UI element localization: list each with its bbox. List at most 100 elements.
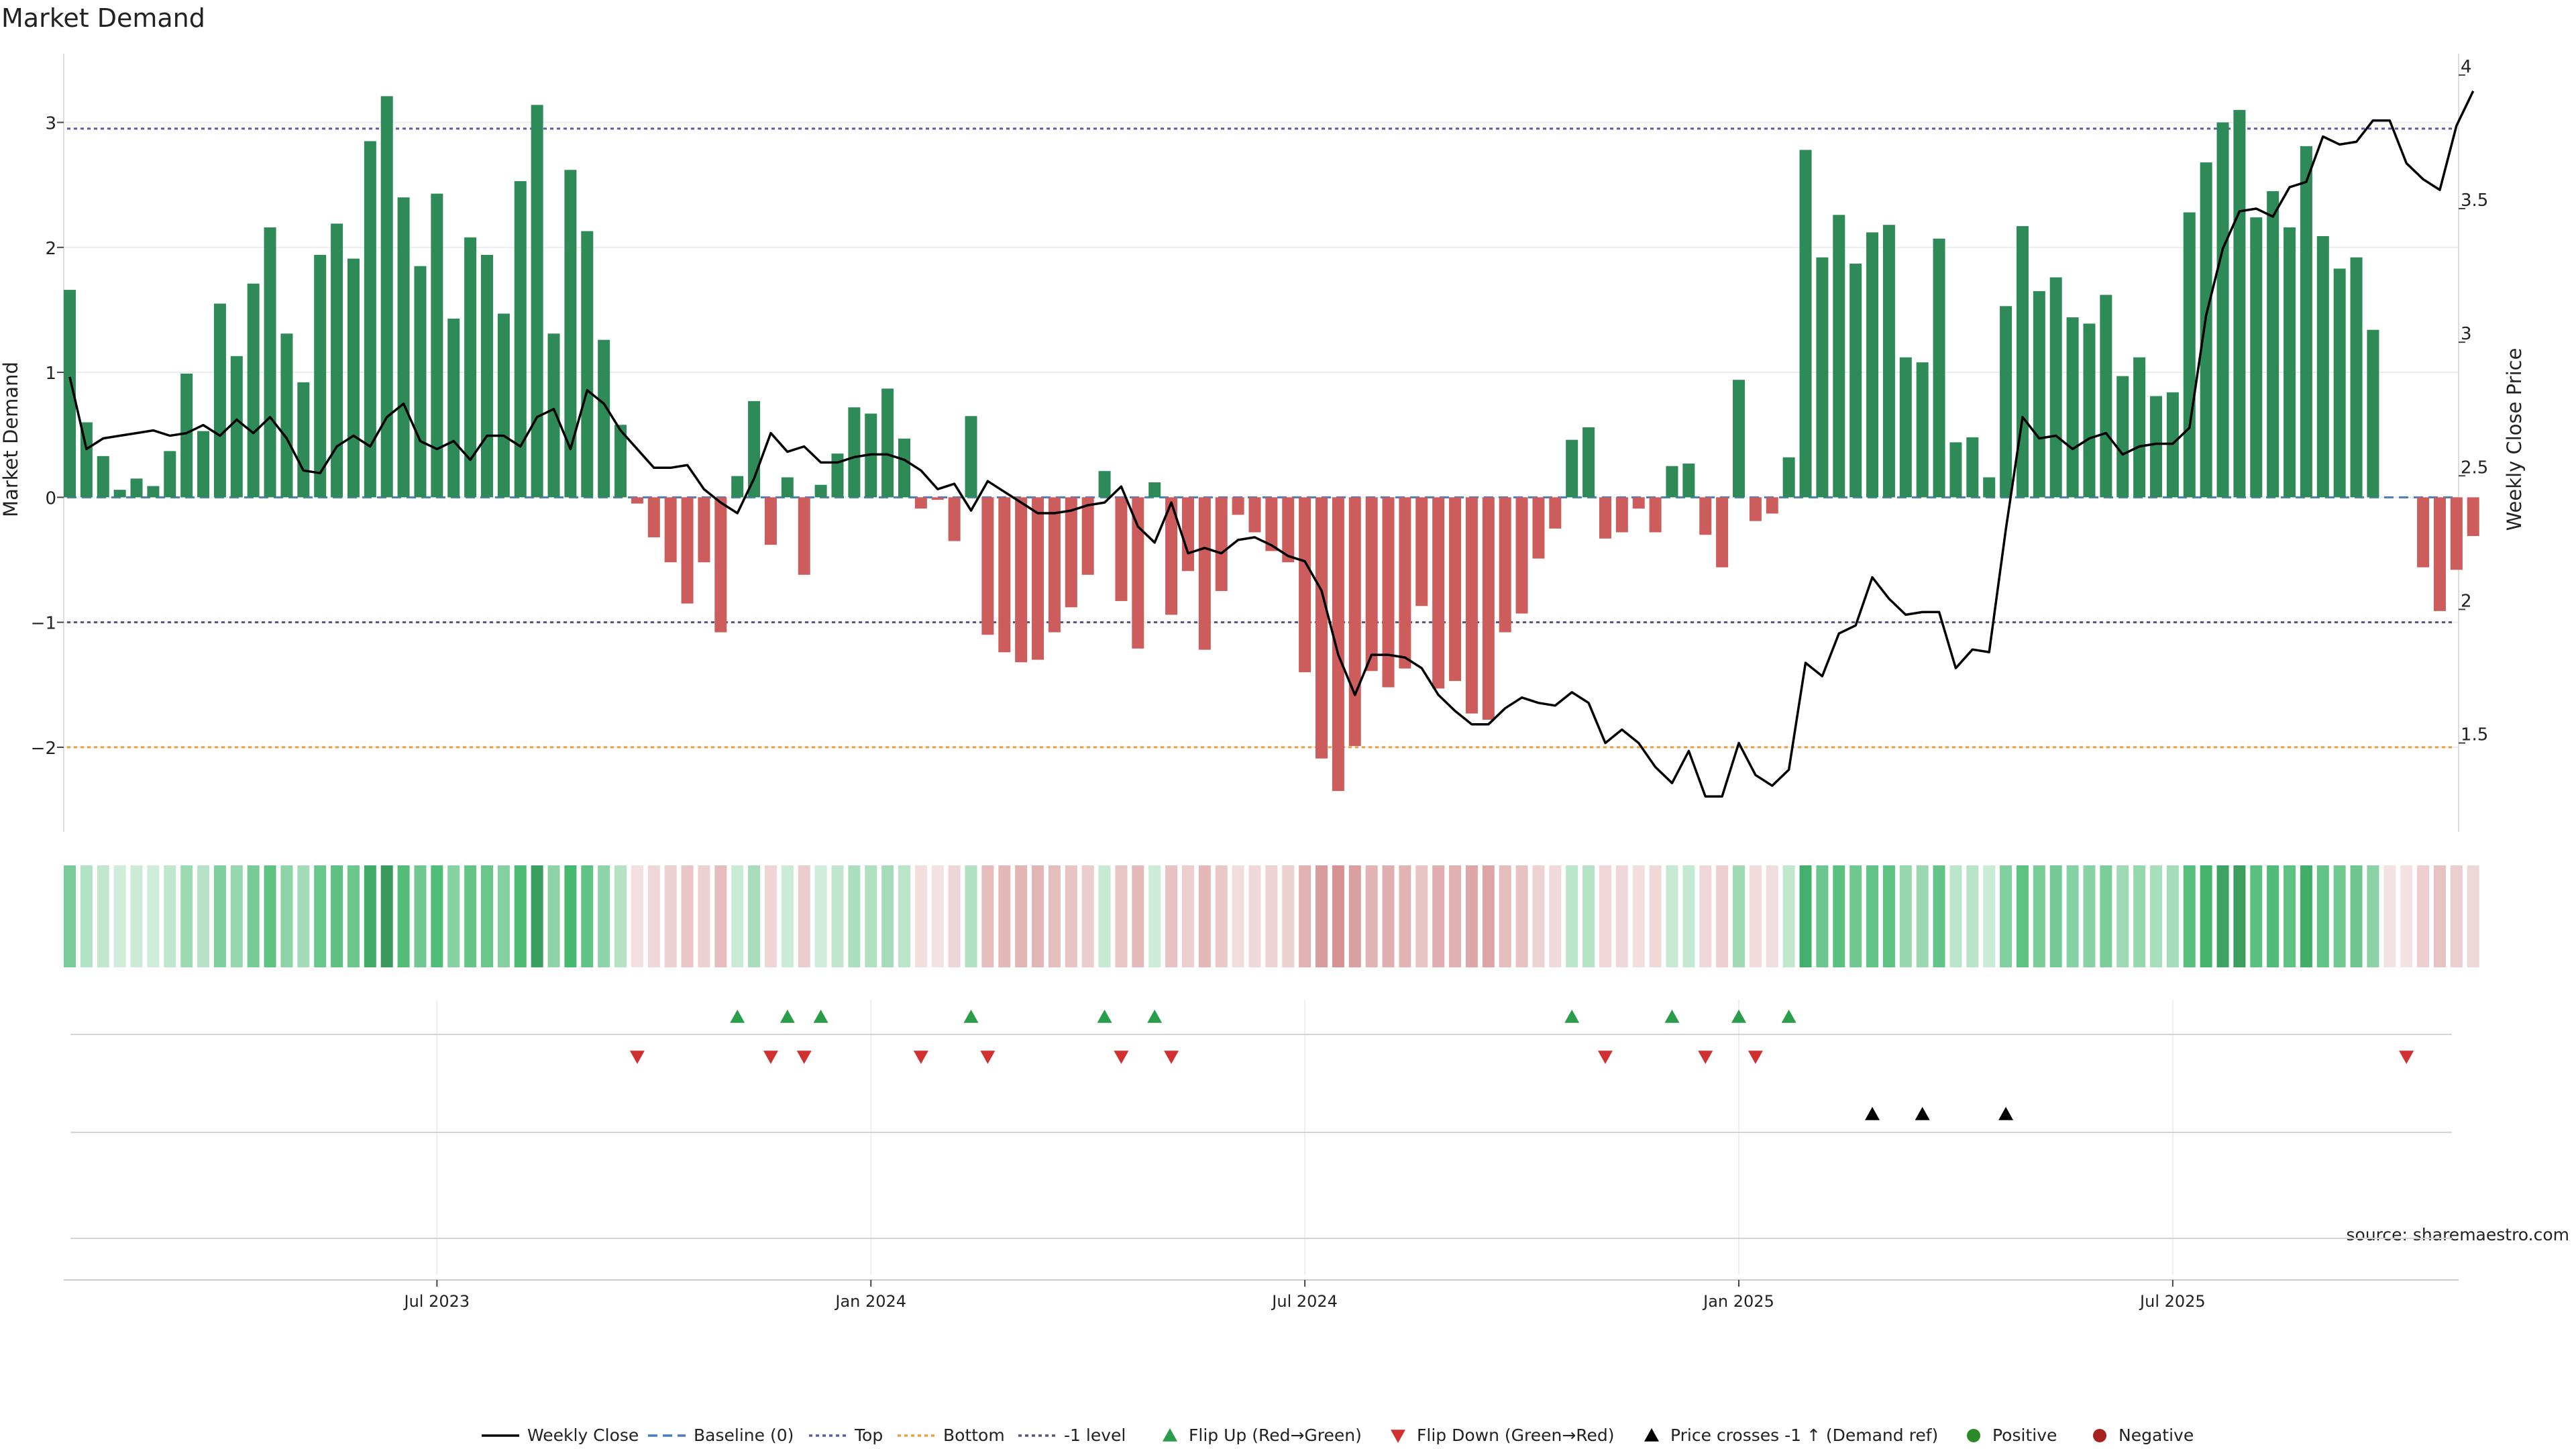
legend-swatch-marker bbox=[1391, 1430, 1405, 1443]
y-tick-label: 3 bbox=[45, 113, 56, 133]
heat-cell bbox=[865, 865, 877, 967]
heat-cell bbox=[331, 865, 343, 967]
heat-cell bbox=[581, 865, 594, 967]
y2-ticks: 4 3.5 3 2.5 2 1.5 bbox=[2459, 57, 2488, 745]
heat-cell bbox=[1816, 865, 1829, 967]
demand-bar-positive bbox=[1849, 263, 1862, 498]
flip-up-marker bbox=[1781, 1010, 1796, 1023]
flip-up-marker bbox=[1664, 1010, 1680, 1023]
heat-cell bbox=[647, 865, 660, 967]
demand-bar-positive bbox=[2183, 212, 2196, 498]
demand-bar-positive bbox=[2284, 227, 2296, 498]
legend-label: Flip Up (Red→Green) bbox=[1189, 1426, 1362, 1445]
heat-cell bbox=[1015, 865, 1028, 967]
demand-bar-negative bbox=[1549, 497, 1562, 529]
heat-cell bbox=[631, 865, 643, 967]
demand-bar-positive bbox=[581, 231, 594, 498]
demand-bar-negative bbox=[1032, 497, 1044, 660]
flip-down-marker bbox=[1114, 1051, 1129, 1064]
heat-cell bbox=[848, 865, 861, 967]
heat-cell bbox=[781, 865, 794, 967]
heat-cell bbox=[2383, 865, 2396, 967]
heat-cell bbox=[948, 865, 961, 967]
heat-cell bbox=[497, 865, 510, 967]
heat-cell bbox=[1282, 865, 1295, 967]
legend-label: Top bbox=[854, 1426, 883, 1445]
demand-bar-negative bbox=[1499, 497, 1511, 633]
flip-down-marker bbox=[1748, 1051, 1763, 1064]
demand-bar-positive bbox=[364, 141, 376, 498]
heat-cell bbox=[164, 865, 176, 967]
demand-bar-negative bbox=[764, 497, 777, 545]
demand-bar-positive bbox=[264, 227, 276, 498]
heat-cell bbox=[1649, 865, 1662, 967]
heat-cell bbox=[1265, 865, 1278, 967]
demand-bar-negative bbox=[914, 497, 927, 509]
heat-cell bbox=[1599, 865, 1611, 967]
demand-bar-negative bbox=[1081, 497, 1094, 575]
heat-cell bbox=[97, 865, 109, 967]
demand-bar-positive bbox=[731, 476, 744, 498]
heat-cell bbox=[2150, 865, 2162, 967]
demand-bar-positive bbox=[230, 356, 243, 498]
y-tick-label: −1 bbox=[31, 614, 56, 634]
heat-cell bbox=[2316, 865, 2329, 967]
heat-cell bbox=[1983, 865, 1996, 967]
demand-bar-negative bbox=[1699, 497, 1712, 535]
heat-cell bbox=[1465, 865, 1478, 967]
heat-cell bbox=[1198, 865, 1211, 967]
heat-cell bbox=[2367, 865, 2379, 967]
heat-cell bbox=[2166, 865, 2179, 967]
price-cross-marker bbox=[1865, 1107, 1880, 1120]
demand-bar-negative bbox=[1382, 497, 1395, 688]
demand-bar-positive bbox=[414, 266, 427, 498]
heat-cell bbox=[2417, 865, 2430, 967]
demand-bar-positive bbox=[1866, 232, 1879, 498]
heat-cell bbox=[2284, 865, 2296, 967]
heat-cell bbox=[264, 865, 276, 967]
demand-bar-negative bbox=[647, 497, 660, 537]
heat-cell bbox=[2016, 865, 2029, 967]
demand-bar-negative bbox=[1749, 497, 1762, 521]
heat-cell bbox=[1849, 865, 1862, 967]
weekly-close-line bbox=[68, 91, 2475, 798]
heat-cell bbox=[1566, 865, 1578, 967]
demand-bar-positive bbox=[2200, 162, 2212, 498]
demand-bar-negative bbox=[1232, 497, 1244, 515]
heat-cell bbox=[1549, 865, 1562, 967]
heat-cell bbox=[965, 865, 977, 967]
demand-bar-positive bbox=[2316, 235, 2329, 498]
legend: Weekly Close Baseline (0) Top Bottom -1 leve… bbox=[482, 1426, 2194, 1445]
demand-bar-positive bbox=[1833, 215, 1845, 498]
demand-bar-negative bbox=[1449, 497, 1462, 682]
demand-bar-negative bbox=[1282, 497, 1295, 563]
heat-cell bbox=[714, 865, 727, 967]
demand-bar-positive bbox=[1882, 225, 1895, 498]
demand-bar-positive bbox=[2300, 146, 2312, 498]
heat-cell bbox=[547, 865, 560, 967]
demand-bar-negative bbox=[1332, 497, 1344, 792]
heat-cell bbox=[147, 865, 160, 967]
demand-bar-positive bbox=[2083, 323, 2096, 498]
heat-cell bbox=[731, 865, 744, 967]
heat-cell bbox=[1899, 865, 1912, 967]
heat-cell bbox=[1799, 865, 1812, 967]
heat-cell bbox=[213, 865, 226, 967]
heat-cell bbox=[197, 865, 210, 967]
demand-bar-negative bbox=[998, 497, 1011, 653]
heat-cell bbox=[2400, 865, 2413, 967]
demand-bar-positive bbox=[247, 283, 260, 498]
demand-bar-negative bbox=[1198, 497, 1211, 650]
demand-bar-negative bbox=[1316, 497, 1328, 759]
demand-bar-positive bbox=[130, 478, 143, 498]
heat-cell bbox=[798, 865, 810, 967]
heat-cell bbox=[1933, 865, 1945, 967]
heat-cell bbox=[814, 865, 827, 967]
demand-bar-positive bbox=[1916, 362, 1929, 498]
demand-bar-positive bbox=[2100, 294, 2112, 498]
demand-bar-negative bbox=[1432, 497, 1445, 689]
demand-bar-positive bbox=[1983, 477, 1996, 498]
legend-label: Flip Down (Green→Red) bbox=[1417, 1426, 1615, 1445]
heat-cell bbox=[481, 865, 493, 967]
heat-cell bbox=[1833, 865, 1845, 967]
